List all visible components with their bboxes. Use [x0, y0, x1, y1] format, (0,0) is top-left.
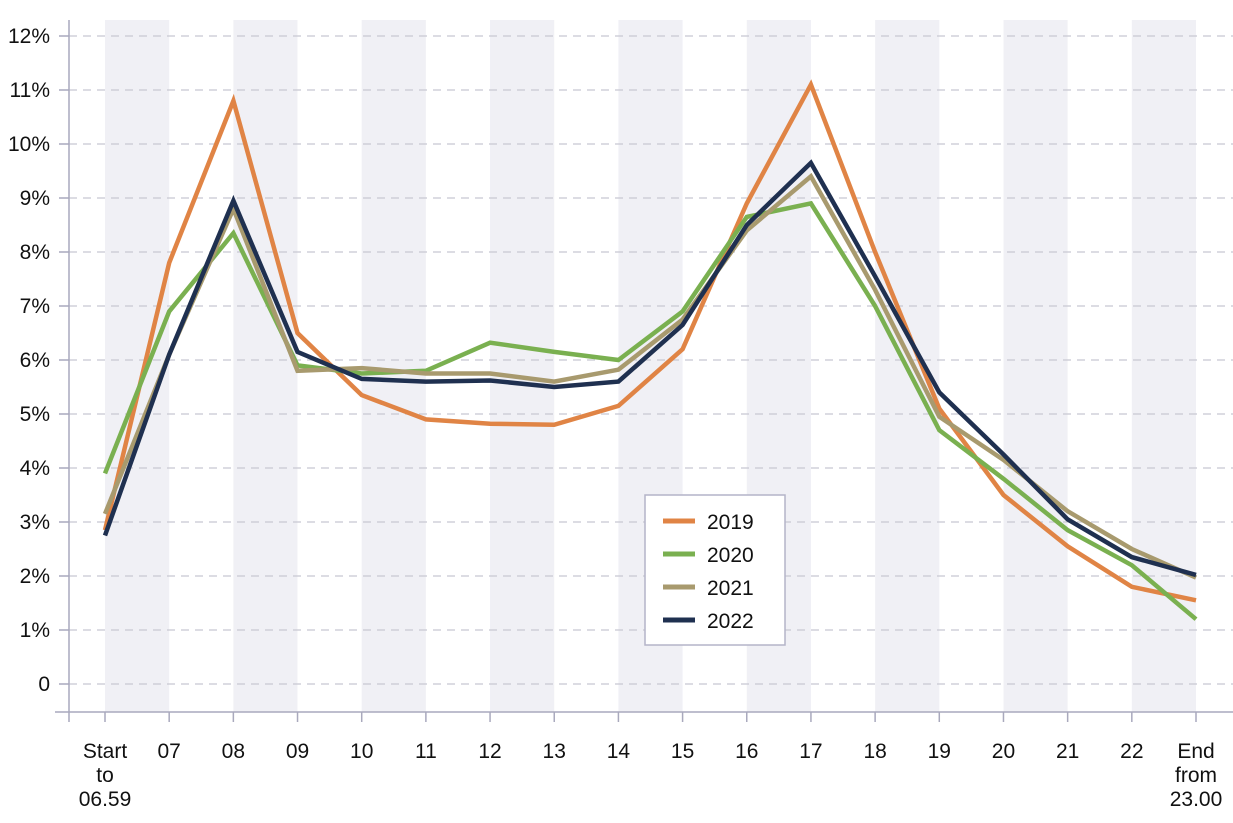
x-tick-label: 15	[671, 740, 694, 763]
legend-label-2022: 2022	[707, 610, 754, 633]
y-tick-label: 10%	[8, 133, 50, 156]
column-band-14	[1003, 20, 1068, 712]
y-tick-label: 7%	[20, 295, 50, 318]
y-tick-label: 12%	[8, 25, 50, 48]
y-axis-tick-labels: 0 1% 2% 3% 4% 5% 6% 7% 8% 9% 10% 11% 12%	[8, 25, 50, 696]
legend: 2019 2020 2021 2022	[644, 494, 786, 646]
y-tick-label: 1%	[20, 619, 50, 642]
x-tick-label: 11	[415, 740, 437, 763]
legend-label-2019: 2019	[707, 511, 754, 534]
x-tick-label: 19	[928, 740, 951, 763]
series-line-2022	[102, 159, 1197, 578]
y-tick-label: 2%	[20, 565, 50, 588]
y-tick-label: 0	[38, 673, 50, 696]
column-band-4	[361, 20, 426, 712]
column-band-6	[490, 20, 555, 712]
series-lines	[102, 79, 1198, 621]
y-tick-label: 3%	[20, 511, 50, 534]
legend-label-2021: 2021	[707, 577, 754, 600]
x-tick-label: 08	[222, 740, 245, 763]
column-band-0	[105, 20, 170, 712]
x-tick-label: 21	[1056, 740, 1079, 763]
x-tick-label: 09	[286, 740, 309, 763]
x-tick-label: 22	[1120, 740, 1143, 763]
x-tick-label: 16	[735, 740, 758, 763]
y-tick-label: 5%	[20, 403, 50, 426]
series-line-2019	[102, 79, 1197, 603]
x-tick-label: 14	[607, 740, 631, 763]
x-tick-label: 20	[992, 740, 1015, 763]
column-band-2	[233, 20, 298, 712]
y-tick-label: 9%	[20, 187, 50, 210]
y-tick-label: 6%	[20, 349, 50, 372]
x-tick-label: 12	[478, 740, 501, 763]
x-tick-label: 07	[157, 740, 180, 763]
x-tick-label: End from 23.00	[1170, 740, 1223, 811]
y-tick-label: 11%	[10, 79, 50, 102]
x-axis-tick-labels: Start to 06.59 07 08 09 10 11 12 13 14 15 16 17 18 19 20…	[79, 740, 1223, 811]
legend-label-2020: 2020	[707, 544, 754, 567]
x-tick-label: Start to 06.59	[79, 740, 132, 811]
x-tick-label: 18	[863, 740, 886, 763]
axes	[55, 20, 1233, 722]
x-tick-label: 13	[543, 740, 566, 763]
y-tick-label: 8%	[20, 241, 50, 264]
y-tick-label: 4%	[20, 457, 50, 480]
x-tick-label: 10	[350, 740, 373, 763]
x-tick-label: 17	[799, 740, 822, 763]
